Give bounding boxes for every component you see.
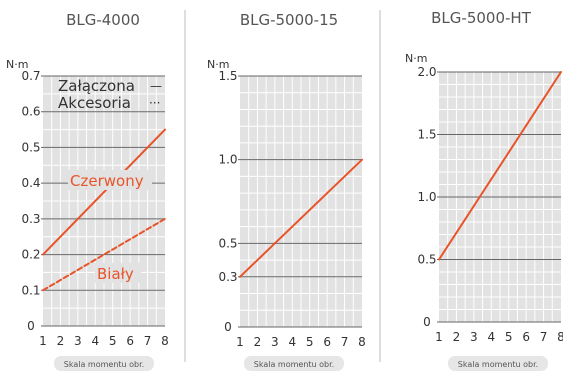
series-label-czerwony: Czerwony [68, 170, 152, 190]
axis-label-pill: Skala momentu obr. [54, 356, 154, 371]
y-tick-label: 1.5 [218, 69, 237, 83]
unit-label: N·m [6, 58, 28, 71]
plot-area: 0 0.1 0.2 0.3 0.4 0.5 0.6 0.7 1 2 3 4 5 6 7 8 [21, 69, 168, 348]
panel-title: BLG-5000-HT [431, 9, 532, 27]
unit-label: N·m [207, 58, 229, 71]
y-tick-label: 0 [423, 315, 431, 329]
panel-blg-5000-ht: BLG-5000-HT N·m 0 0.5 1.0 1.5 2.0 1 2 3 4 5 6 7 8 Sk… [405, 9, 563, 371]
y-tick-label: 1.0 [218, 153, 237, 167]
y-tick-label: 0 [224, 320, 232, 334]
series-line [438, 71, 562, 261]
y-tick-label: 0.4 [21, 176, 40, 190]
pill-background [54, 356, 154, 371]
legend-accessory-symbol: ··· [149, 96, 160, 110]
x-tick-label: 5 [306, 335, 314, 349]
legend-accessory-label: Akcesoria [58, 94, 131, 112]
x-tick-label: 7 [540, 330, 548, 344]
y-tick-label: 0.1 [21, 283, 40, 297]
y-tick-label: 0.5 [417, 253, 436, 267]
y-tick-label: 0.3 [21, 212, 40, 226]
x-tick-label: 1 [39, 334, 47, 348]
unit-label: N·m [405, 52, 427, 65]
axis-label-pill: Skala momentu obr. [448, 356, 548, 371]
legend-included-label: Załączona [58, 77, 135, 95]
series-line [42, 128, 166, 256]
axis-label-pill: Skala momentu obr. [244, 356, 344, 371]
x-tick-label: 8 [161, 334, 169, 348]
x-tick-label: 4 [487, 330, 495, 344]
x-tick-label: 2 [57, 334, 65, 348]
series-line [239, 158, 363, 278]
x-tick-label: 8 [358, 335, 366, 349]
x-tick-label: 3 [74, 334, 82, 348]
x-tick-label: 4 [91, 334, 99, 348]
x-tick-label: 2 [254, 335, 262, 349]
panel-blg-4000: BLG-4000 N·m 0 0.1 0.2 0.3 0.4 0.5 0.6 0.7 1 2 3 4 5… [6, 11, 169, 371]
panel-title: BLG-4000 [66, 11, 140, 29]
pill-background [244, 356, 344, 371]
x-tick-label: 6 [126, 334, 134, 348]
y-tick-label: 0.5 [21, 140, 40, 154]
series-name: Czerwony [70, 172, 144, 190]
series-label-bialy: Biały [95, 263, 141, 283]
pill-background [448, 356, 548, 371]
x-tick-label: 3 [271, 335, 279, 349]
legend: Załączona — Akcesoria ··· [58, 77, 162, 112]
x-tick-label: 6 [323, 335, 331, 349]
x-axis-label: Skala momentu obr. [64, 360, 144, 369]
x-tick-label: 5 [109, 334, 117, 348]
label-backdrop [68, 170, 152, 190]
label-backdrop [95, 263, 141, 283]
plot-area: 0 0.5 1.0 1.5 2.0 1 2 3 4 5 6 7 8 [417, 65, 563, 344]
x-tick-label: 7 [341, 335, 349, 349]
series-line-dashed [42, 217, 166, 292]
x-tick-label: 5 [505, 330, 513, 344]
panel-blg-5000-15: BLG-5000-15 N·m 0 0.3 0.5 1.0 1.5 1 2 3 4 5 6 7 8 Sk… [207, 11, 366, 371]
y-tick-label: 0.3 [218, 270, 237, 284]
x-tick-label: 2 [453, 330, 461, 344]
x-tick-label: 6 [522, 330, 530, 344]
x-tick-label: 1 [236, 335, 244, 349]
y-tick-label: 0.6 [21, 105, 40, 119]
x-tick-label: 7 [144, 334, 152, 348]
y-tick-label: 1.0 [417, 190, 436, 204]
y-tick-label: 0 [27, 319, 35, 333]
x-axis-label: Skala momentu obr. [254, 360, 334, 369]
panel-title: BLG-5000-15 [240, 11, 338, 29]
x-tick-label: 1 [435, 330, 443, 344]
y-tick-label: 0.7 [21, 69, 40, 83]
y-tick-label: 0.5 [218, 236, 237, 250]
plot-area: 0 0.3 0.5 1.0 1.5 1 2 3 4 5 6 7 8 [218, 69, 365, 349]
x-axis-label: Skala momentu obr. [458, 360, 538, 369]
y-tick-label: 1.5 [417, 128, 436, 142]
legend-included-symbol: — [150, 79, 162, 93]
x-tick-label: 8 [557, 330, 563, 344]
x-tick-label: 3 [470, 330, 478, 344]
series-name: Biały [97, 265, 134, 283]
x-tick-label: 4 [288, 335, 296, 349]
y-tick-label: 2.0 [417, 65, 436, 79]
y-tick-label: 0.2 [21, 248, 40, 262]
